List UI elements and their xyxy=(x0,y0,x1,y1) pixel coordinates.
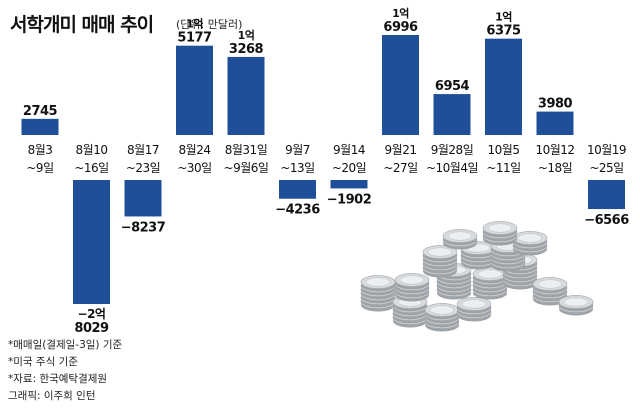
coins-stack-icon xyxy=(360,221,594,332)
coin-stack-2 xyxy=(392,295,428,328)
coin-stack-15 xyxy=(442,229,478,250)
category-label: 9월21 xyxy=(385,143,417,157)
data-label: 8029 xyxy=(74,321,109,336)
footnote-scope: *미국 주식 기준 xyxy=(8,356,78,368)
category-label: ~20일 xyxy=(332,161,366,175)
category-label: 9월7 xyxy=(285,143,310,157)
coin-stack-14 xyxy=(558,295,594,316)
data-label: 3980 xyxy=(538,97,573,112)
data-label-prefix: 1억 xyxy=(392,7,409,20)
category-label: ~25일 xyxy=(589,161,623,175)
bar-5 xyxy=(227,56,265,136)
data-label: −8237 xyxy=(121,220,166,235)
coin-stack-7 xyxy=(472,267,508,300)
bar-3 xyxy=(124,180,162,217)
category-label: ~18일 xyxy=(538,161,572,175)
category-label: ~30일 xyxy=(177,161,211,175)
footnote-source: *자료: 한국예탁결제원 xyxy=(8,373,108,385)
bar-7 xyxy=(330,180,368,189)
category-label: 8월3 xyxy=(28,143,53,157)
category-label: 10월5 xyxy=(488,143,520,157)
chart-title: 서학개미 매매 추이 xyxy=(10,14,154,36)
unit-label: (단위: 만달러) xyxy=(176,18,243,31)
bar-12 xyxy=(588,180,625,210)
coin-stack-1 xyxy=(360,275,396,312)
category-label: ~9일 xyxy=(26,161,53,175)
bar-6 xyxy=(279,180,316,199)
bar-2 xyxy=(73,180,110,304)
data-label-prefix: −2억 xyxy=(78,307,106,321)
data-label: −6566 xyxy=(584,213,629,228)
category-label: 8월24 xyxy=(179,143,211,157)
coin-stack-12 xyxy=(490,239,526,272)
category-label: 9월14 xyxy=(333,143,365,157)
data-label: −1902 xyxy=(327,192,372,207)
category-label: ~27일 xyxy=(383,161,417,175)
category-label: 10월19 xyxy=(587,143,626,157)
coin-stack-16 xyxy=(482,221,518,246)
data-label-prefix: 1억 xyxy=(238,29,255,42)
coin-stack-9 xyxy=(532,277,568,306)
category-label: ~10월4일 xyxy=(426,161,478,175)
category-label: 8월17 xyxy=(127,143,159,157)
coin-stack-13 xyxy=(512,231,548,256)
footnotes: *매매일(결제일-3일) 기준 *미국 주식 기준 *자료: 한국예탁결제원 그… xyxy=(8,337,122,405)
category-label: 8월10 xyxy=(76,143,108,157)
category-label: 10월12 xyxy=(535,143,574,157)
data-label: 5177 xyxy=(177,31,212,46)
bar-8 xyxy=(382,35,419,135)
category-label: 8월31일 xyxy=(225,143,268,157)
bar-10 xyxy=(485,38,522,135)
category-label: ~13일 xyxy=(280,161,314,175)
data-label: −4236 xyxy=(275,203,320,218)
bar-1 xyxy=(21,118,59,135)
coin-stack-10 xyxy=(422,245,458,278)
coin-stack-4 xyxy=(456,297,492,322)
data-label-prefix: 1억 xyxy=(495,11,512,24)
data-label: 6996 xyxy=(383,20,418,35)
data-label: 3268 xyxy=(229,42,264,57)
category-label: ~23일 xyxy=(126,161,160,175)
coin-stack-3 xyxy=(424,303,460,332)
category-label: ~9월6일 xyxy=(224,161,269,175)
data-label-prefix: 1억 xyxy=(186,18,203,31)
category-label: ~16일 xyxy=(74,161,108,175)
data-label: 6375 xyxy=(486,24,521,39)
category-label: 9월28일 xyxy=(431,143,474,157)
bar-4 xyxy=(176,45,213,136)
data-label: 2745 xyxy=(23,104,58,119)
coin-stack-5 xyxy=(394,273,430,302)
data-label: 6954 xyxy=(435,79,470,94)
footnote-basis: *매매일(결제일-3일) 기준 xyxy=(8,339,123,351)
category-label: ~11일 xyxy=(486,161,520,175)
bar-11 xyxy=(536,111,574,135)
footnote-credit: 그래픽: 이주희 인턴 xyxy=(8,390,96,402)
bar-9 xyxy=(433,94,471,135)
